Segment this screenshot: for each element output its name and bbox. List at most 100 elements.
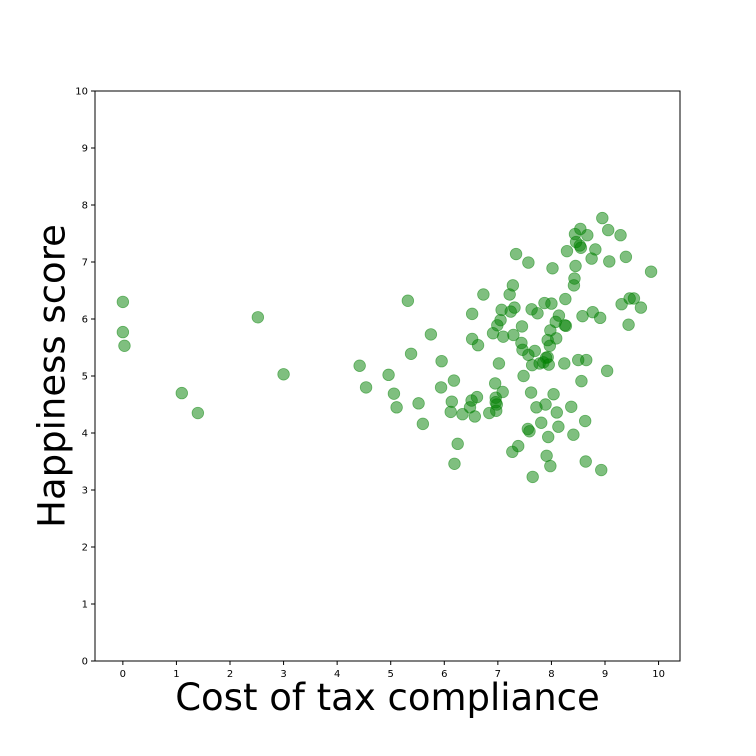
data-point <box>558 357 571 370</box>
data-point <box>567 428 580 441</box>
data-point <box>448 457 461 470</box>
y-tick-label: 5 <box>82 372 88 383</box>
data-point <box>559 319 573 333</box>
data-point <box>540 449 553 463</box>
data-points <box>116 211 658 484</box>
data-point <box>602 223 615 237</box>
data-point <box>490 398 503 411</box>
data-point <box>477 288 490 301</box>
data-point <box>116 295 130 309</box>
data-point <box>565 400 578 413</box>
data-point <box>401 294 415 307</box>
data-point <box>595 463 608 477</box>
data-point <box>488 377 502 390</box>
y-tick-label: 6 <box>82 315 88 326</box>
data-point <box>552 309 566 322</box>
data-point <box>580 353 593 367</box>
data-point <box>546 262 559 275</box>
data-point <box>508 301 521 314</box>
data-point <box>560 244 574 258</box>
data-point <box>471 339 485 352</box>
data-point <box>619 250 633 264</box>
data-point <box>542 358 555 371</box>
data-point <box>535 416 548 429</box>
x-tick-label: 3 <box>280 669 286 680</box>
data-point <box>593 311 607 325</box>
x-tick-label: 8 <box>548 669 554 680</box>
y-tick-label: 0 <box>82 657 88 668</box>
x-tick-label: 0 <box>120 669 126 680</box>
data-point <box>382 368 395 382</box>
y-tick-label: 4 <box>82 429 88 440</box>
x-tick-label: 9 <box>602 669 608 680</box>
y-tick-label: 10 <box>75 87 88 98</box>
data-point <box>596 211 609 225</box>
data-point <box>506 279 520 292</box>
data-point <box>524 386 538 399</box>
y-tick-label: 8 <box>82 201 88 212</box>
data-point <box>523 425 536 438</box>
data-point <box>622 318 635 331</box>
data-point <box>424 328 438 341</box>
data-point <box>547 388 560 401</box>
data-point <box>579 455 592 468</box>
y-tick-label: 7 <box>82 258 88 269</box>
data-point <box>116 325 130 339</box>
data-point <box>627 292 641 305</box>
data-point <box>175 386 188 400</box>
data-point <box>353 359 366 372</box>
data-point <box>544 459 557 473</box>
x-tick-label: 6 <box>441 669 447 680</box>
data-point <box>496 385 509 399</box>
data-point <box>412 397 425 410</box>
data-point <box>434 381 448 394</box>
x-tick-label: 4 <box>334 669 340 680</box>
data-point <box>359 381 373 394</box>
x-axis-title: Cost of tax compliance <box>175 676 600 719</box>
data-point <box>542 430 555 444</box>
data-point <box>416 417 430 431</box>
data-point <box>507 328 520 342</box>
x-tick-label: 2 <box>227 669 233 680</box>
data-point <box>575 374 588 388</box>
data-point <box>445 395 458 408</box>
data-point <box>569 259 582 273</box>
data-point <box>492 357 506 370</box>
data-point <box>465 307 479 321</box>
data-point <box>277 368 290 381</box>
data-point <box>589 243 602 256</box>
x-axis-ticks: 0 1 2 3 4 5 6 7 8 9 10 <box>120 661 665 680</box>
data-point <box>531 307 544 320</box>
data-point <box>251 311 265 324</box>
data-point <box>600 364 614 378</box>
data-point <box>517 369 530 383</box>
data-point <box>559 292 572 306</box>
data-point <box>603 255 616 268</box>
y-axis-ticks: 0 1 2 3 4 5 6 7 8 9 10 <box>75 87 95 668</box>
data-point <box>574 241 588 254</box>
data-point <box>191 406 205 420</box>
data-point <box>497 330 510 343</box>
x-tick-label: 5 <box>388 669 394 680</box>
data-point <box>550 332 563 345</box>
data-point <box>578 414 592 428</box>
data-point <box>444 405 457 419</box>
data-point <box>634 301 648 314</box>
data-point <box>539 398 552 411</box>
data-point <box>526 470 539 484</box>
data-point <box>404 347 418 360</box>
data-point <box>528 344 542 358</box>
data-point <box>494 313 507 327</box>
data-point <box>545 297 558 310</box>
data-point <box>390 401 403 414</box>
data-point <box>468 410 482 423</box>
data-point <box>581 229 594 242</box>
data-point <box>512 439 525 453</box>
data-point <box>522 256 535 269</box>
data-point <box>550 406 563 419</box>
data-point <box>387 387 401 400</box>
y-axis-title: Happiness score <box>31 224 74 528</box>
y-tick-label: 2 <box>82 543 88 554</box>
data-point <box>509 247 523 261</box>
